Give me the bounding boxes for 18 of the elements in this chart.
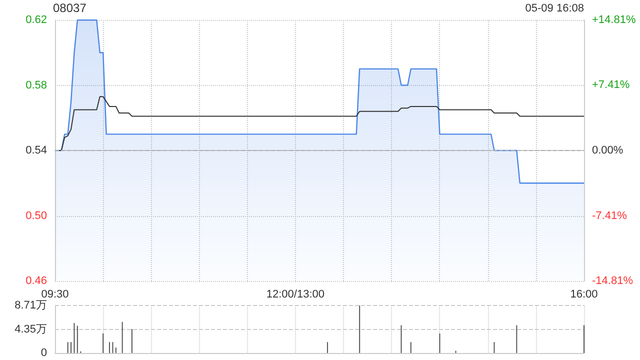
chart-title: 08037: [53, 1, 87, 15]
y-tick-label: 0.46: [26, 275, 47, 287]
x-tick-label: 16:00: [570, 288, 598, 300]
y-tick-label: 0.50: [26, 210, 47, 222]
y-tick-label: 0: [40, 347, 47, 359]
y-tick-label: 8.71万: [14, 300, 47, 312]
x-tick-label: 12:00/13:00: [266, 288, 325, 300]
x-tick-label: 09:30: [41, 288, 69, 300]
y-tick-label: 0.58: [26, 79, 47, 92]
text: 05-09 16:08: [525, 2, 584, 14]
y2-tick-label: +7.41%: [592, 79, 630, 92]
y2-tick-label: -7.41%: [592, 210, 628, 222]
y-tick-label: 4.35万: [14, 323, 47, 336]
y2-tick-label: -14.81%: [592, 275, 634, 287]
y2-tick-label: +14.81%: [592, 14, 636, 26]
y-tick-label: 0.54: [26, 144, 47, 156]
y2-tick-label: 0.00%: [592, 144, 624, 156]
y-tick-label: 0.62: [26, 14, 47, 26]
